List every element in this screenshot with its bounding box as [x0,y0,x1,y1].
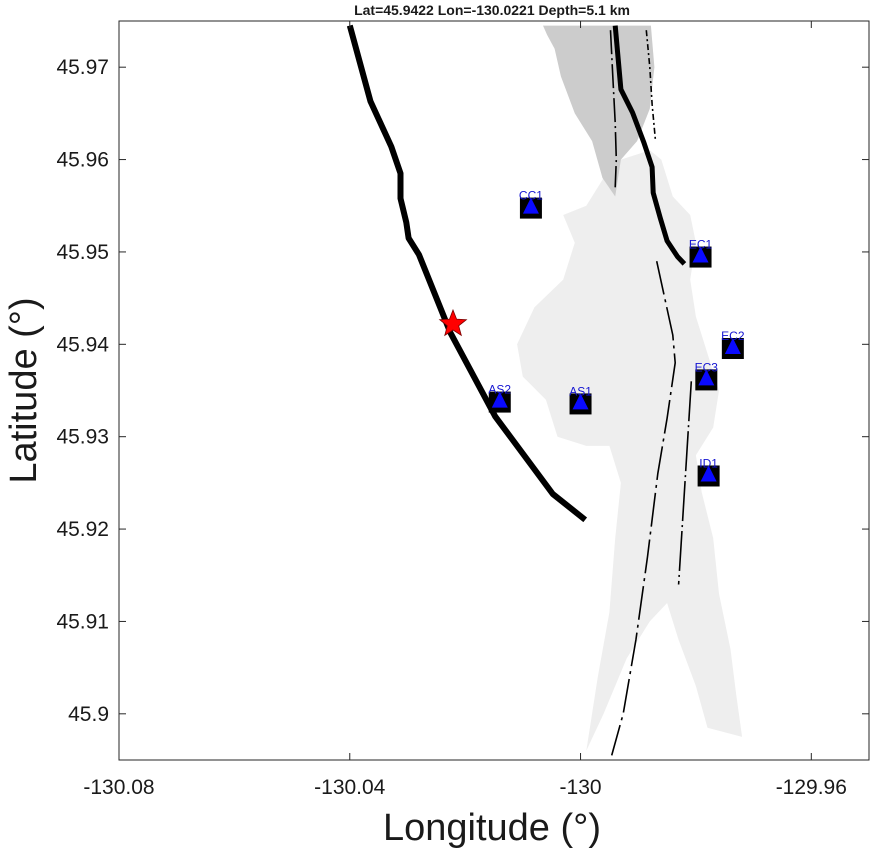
y-tick-label: 45.94 [56,333,109,356]
station-label: CC1 [519,189,543,203]
station-triangle-icon [698,369,715,386]
station-triangle-icon [700,465,717,482]
station-triangle-icon [572,393,589,410]
fissure-line-north-2 [645,30,657,142]
station-triangle-icon [724,338,741,355]
y-tick-label: 45.92 [56,518,109,541]
lava-flow-dark [543,25,655,197]
station-as2: AS2 [488,383,511,413]
plot-title: Lat=45.9422 Lon=-130.0221 Depth=5.1 km [354,2,630,18]
station-triangle-icon [692,246,709,263]
fissure-line-west [610,261,677,756]
station-id1: ID1 [697,456,720,487]
x-tick-label: -129.96 [776,776,847,799]
station-triangle-icon [491,391,508,408]
station-label: AS1 [569,384,592,398]
station-label: ID1 [699,456,718,470]
station-ec3: EC3 [695,360,719,391]
y-tick-label: 45.96 [56,149,109,172]
lava-flow-layer [517,25,743,751]
y-tick-label: 45.9 [68,703,109,726]
caldera-rim-west [346,24,588,523]
x-tick-label: -130.04 [314,776,386,799]
fissure-line-north-1 [609,30,618,188]
station-label: EC1 [689,238,713,252]
y-tick-label: 45.91 [56,610,109,633]
station-cc1: CC1 [519,189,543,219]
lava-flow-light [517,150,743,751]
y-tick-label: 45.95 [56,241,109,264]
x-axis-label: Longitude (°) [383,807,601,849]
epicenter-star-icon [438,308,468,337]
y-tick-label: 45.97 [56,56,109,79]
y-tick-label: 45.93 [56,426,109,449]
x-tick-label: -130.08 [83,776,154,799]
fissure-line-east [677,381,693,585]
fissure-and-rim-layer [346,24,693,756]
station-label: EC3 [695,360,719,374]
station-label: AS2 [488,383,511,397]
station-ec1: EC1 [689,238,713,268]
station-marker-layer: CC1 EC1 EC2 EC3 AS2 AS1 ID1 [438,189,745,487]
axis-ticks: -130.08 -130.04 -130 -129.96 45.9 45.91 45.92 4… [56,21,869,799]
station-as1: AS1 [569,384,592,415]
station-label: EC2 [721,329,745,343]
station-triangle-icon [522,197,539,214]
x-tick-label: -130 [560,776,602,799]
plot-frame [118,20,870,761]
caldera-rim-east [612,25,687,266]
y-axis-label: Latitude (°) [3,297,45,483]
station-ec2: EC2 [721,329,745,360]
